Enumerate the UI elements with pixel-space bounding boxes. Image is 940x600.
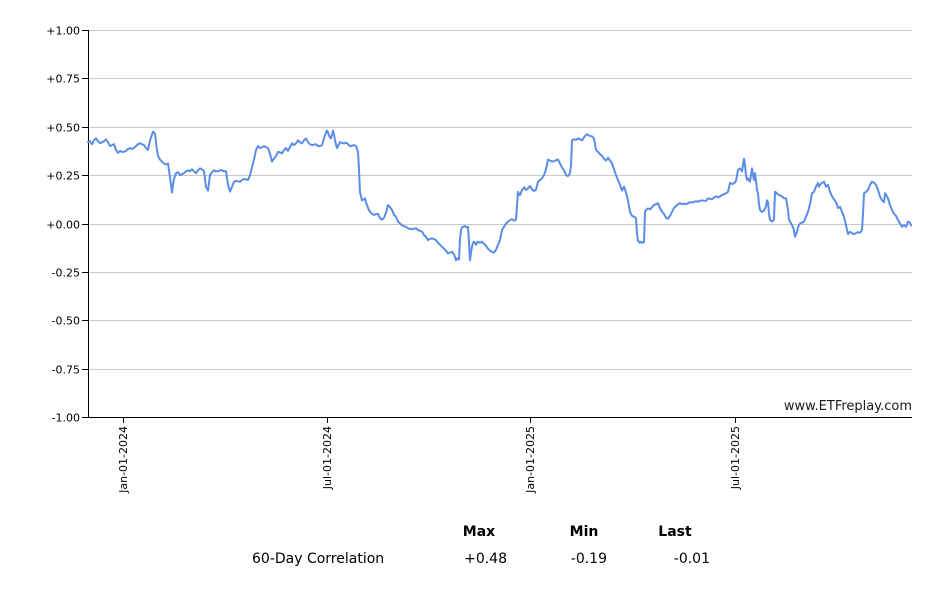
y-tick-label: +1.00	[46, 25, 80, 38]
y-tick-label: -0.75	[52, 364, 80, 377]
y-tick-label: -1.00	[52, 412, 80, 425]
x-tick-label: Jan-01-2025	[524, 426, 537, 494]
y-tick-label: +0.00	[46, 219, 80, 232]
summary-value-max: +0.48	[464, 551, 507, 567]
y-tick-label: -0.25	[52, 267, 80, 280]
y-tick-label: -0.50	[52, 315, 80, 328]
summary-value-min: -0.19	[570, 551, 607, 567]
summary-col-last: Last	[658, 524, 692, 540]
y-tick-label: +0.75	[46, 73, 80, 86]
watermark: www.ETFreplay.com	[784, 399, 912, 414]
y-tick-label: +0.25	[46, 170, 80, 183]
correlation-chart: +1.00 +0.75 +0.50 +0.25 +0.00 -0.25 -0.50 -0.75…	[46, 25, 912, 494]
summary-col-min: Min	[569, 524, 599, 540]
summary-value-last: -0.01	[673, 551, 710, 567]
series-line	[87, 129, 912, 262]
x-tick-label: Jul-01-2025	[729, 426, 742, 490]
y-tick-label: +0.50	[46, 122, 80, 135]
x-tick-label: Jan-01-2024	[117, 426, 130, 494]
summary-col-max: Max	[462, 524, 496, 540]
x-tick-label: Jul-01-2024	[321, 426, 334, 490]
summary-row-label: 60-Day Correlation	[252, 551, 385, 567]
